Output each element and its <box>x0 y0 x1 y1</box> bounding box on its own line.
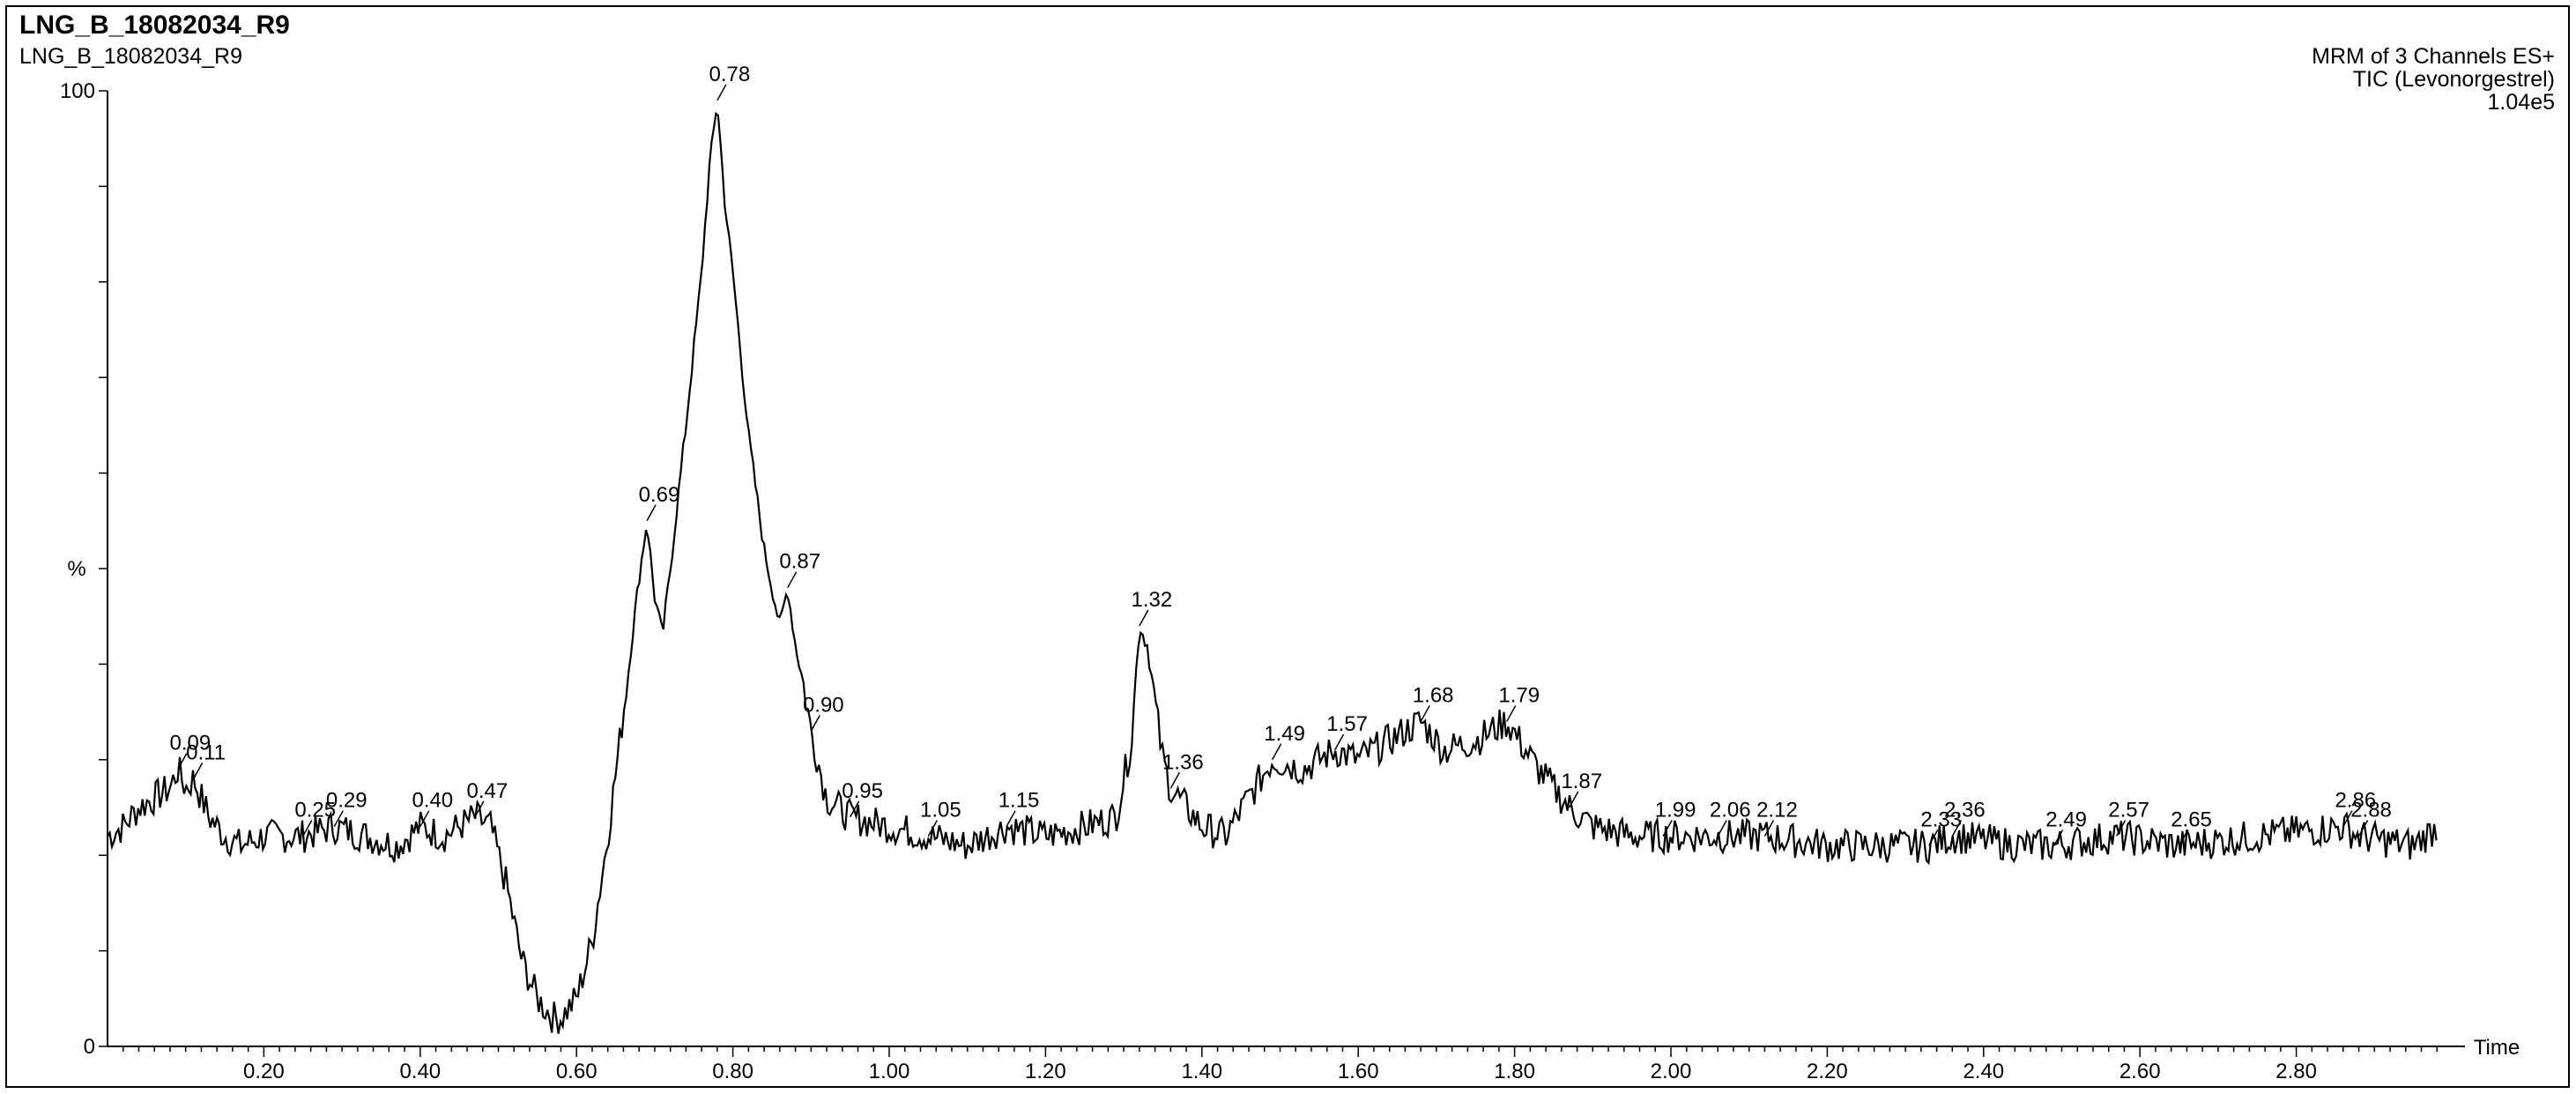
x-tick-label: 2.60 <box>2119 1060 2161 1083</box>
peak-marker <box>177 753 188 770</box>
peak-label: 1.15 <box>998 789 1040 813</box>
peak-label: 1.32 <box>1131 588 1172 612</box>
chart-title: LNG_B_18082034_R9 <box>19 11 290 40</box>
y-axis-label: % <box>67 557 85 581</box>
peak-label: 0.78 <box>709 63 751 86</box>
x-tick-label: 2.20 <box>1807 1060 1848 1083</box>
peak-marker <box>1006 810 1016 828</box>
peak-label: 2.65 <box>2171 807 2212 831</box>
peak-marker <box>849 800 860 818</box>
peak-label: 2.06 <box>1710 799 1751 822</box>
peak-label: 2.49 <box>2045 807 2087 831</box>
peak-marker <box>192 763 204 779</box>
peak-label: 1.99 <box>1655 799 1696 822</box>
peak-label: 2.36 <box>1944 799 1986 822</box>
x-tick-label: 1.80 <box>1494 1060 1535 1083</box>
x-tick-label: 0.80 <box>712 1060 753 1083</box>
peak-marker <box>2053 829 2064 846</box>
peak-marker <box>302 820 313 837</box>
y-tick-label: 100 <box>60 79 95 103</box>
peak-label: 2.57 <box>2108 799 2149 822</box>
peak-label: 2.12 <box>1756 799 1798 822</box>
peak-marker <box>1763 820 1775 837</box>
sample-name: LNG_B_18082034_R9 <box>19 44 242 69</box>
peak-label: 1.57 <box>1326 712 1368 736</box>
peak-label: 1.49 <box>1264 722 1305 746</box>
peak-marker <box>927 820 939 837</box>
peak-marker <box>2115 820 2127 837</box>
tic-trace <box>107 111 2438 1034</box>
peak-label: 1.68 <box>1413 683 1454 707</box>
x-tick-label: 0.20 <box>243 1060 285 1083</box>
x-tick-label: 1.20 <box>1025 1060 1066 1083</box>
x-tick-label: 1.60 <box>1338 1060 1379 1083</box>
peak-label: 2.88 <box>2350 799 2392 822</box>
peak-label: 1.79 <box>1498 683 1540 707</box>
peak-marker <box>1662 820 1673 837</box>
peak-marker <box>333 810 344 828</box>
peak-marker <box>1928 829 1939 846</box>
peak-label: 0.25 <box>294 799 336 822</box>
peak-marker <box>1420 705 1430 722</box>
peak-label: 0.47 <box>467 779 509 803</box>
x-tick-label: 0.60 <box>556 1060 598 1083</box>
peak-label: 0.90 <box>803 693 844 717</box>
peak-marker <box>1333 733 1345 751</box>
peak-marker <box>810 714 820 732</box>
peak-marker <box>1271 743 1282 761</box>
x-axis-label: Time <box>2474 1036 2520 1060</box>
x-tick-label: 0.40 <box>399 1060 441 1083</box>
peak-marker <box>716 84 727 101</box>
peak-marker <box>1169 771 1180 789</box>
peak-marker <box>1717 820 1727 837</box>
peak-label: 1.05 <box>920 799 961 822</box>
channel-info: MRM of 3 Channels ES+ <box>2312 44 2555 69</box>
x-tick-label: 1.00 <box>869 1060 910 1083</box>
intensity-value: 1.04e5 <box>2487 90 2555 115</box>
peak-marker <box>1506 705 1517 722</box>
peak-marker <box>2178 829 2189 846</box>
peak-marker <box>646 504 657 522</box>
peak-label: 0.29 <box>326 789 367 813</box>
peak-label: 1.36 <box>1162 750 1204 774</box>
peak-marker <box>2342 810 2353 828</box>
trace-label: TIC (Levonorgestrel) <box>2352 67 2555 92</box>
x-tick-label: 2.40 <box>1963 1060 2004 1083</box>
peak-label: 0.95 <box>842 779 883 803</box>
x-tick-label: 2.00 <box>1651 1060 1692 1083</box>
x-tick-label: 1.40 <box>1181 1060 1222 1083</box>
peak-label: 2.33 <box>1920 807 1962 831</box>
peak-label: 0.69 <box>639 483 680 507</box>
peak-marker <box>787 571 798 589</box>
peak-marker <box>1951 820 1962 837</box>
peak-label: 0.09 <box>169 732 211 755</box>
peak-marker <box>474 800 485 818</box>
peak-marker <box>2357 820 2369 837</box>
peak-label: 2.86 <box>2335 789 2376 813</box>
peak-label: 1.87 <box>1561 770 1602 793</box>
peak-label: 0.40 <box>412 789 453 813</box>
chart-frame <box>5 5 2570 1088</box>
peak-marker <box>419 810 430 828</box>
peak-label: 0.11 <box>186 740 226 764</box>
x-tick-label: 2.80 <box>2275 1060 2317 1083</box>
peak-label: 0.87 <box>779 550 820 574</box>
peak-marker <box>1139 609 1149 627</box>
y-tick-label: 0 <box>84 1035 95 1059</box>
peak-marker <box>1569 791 1579 808</box>
